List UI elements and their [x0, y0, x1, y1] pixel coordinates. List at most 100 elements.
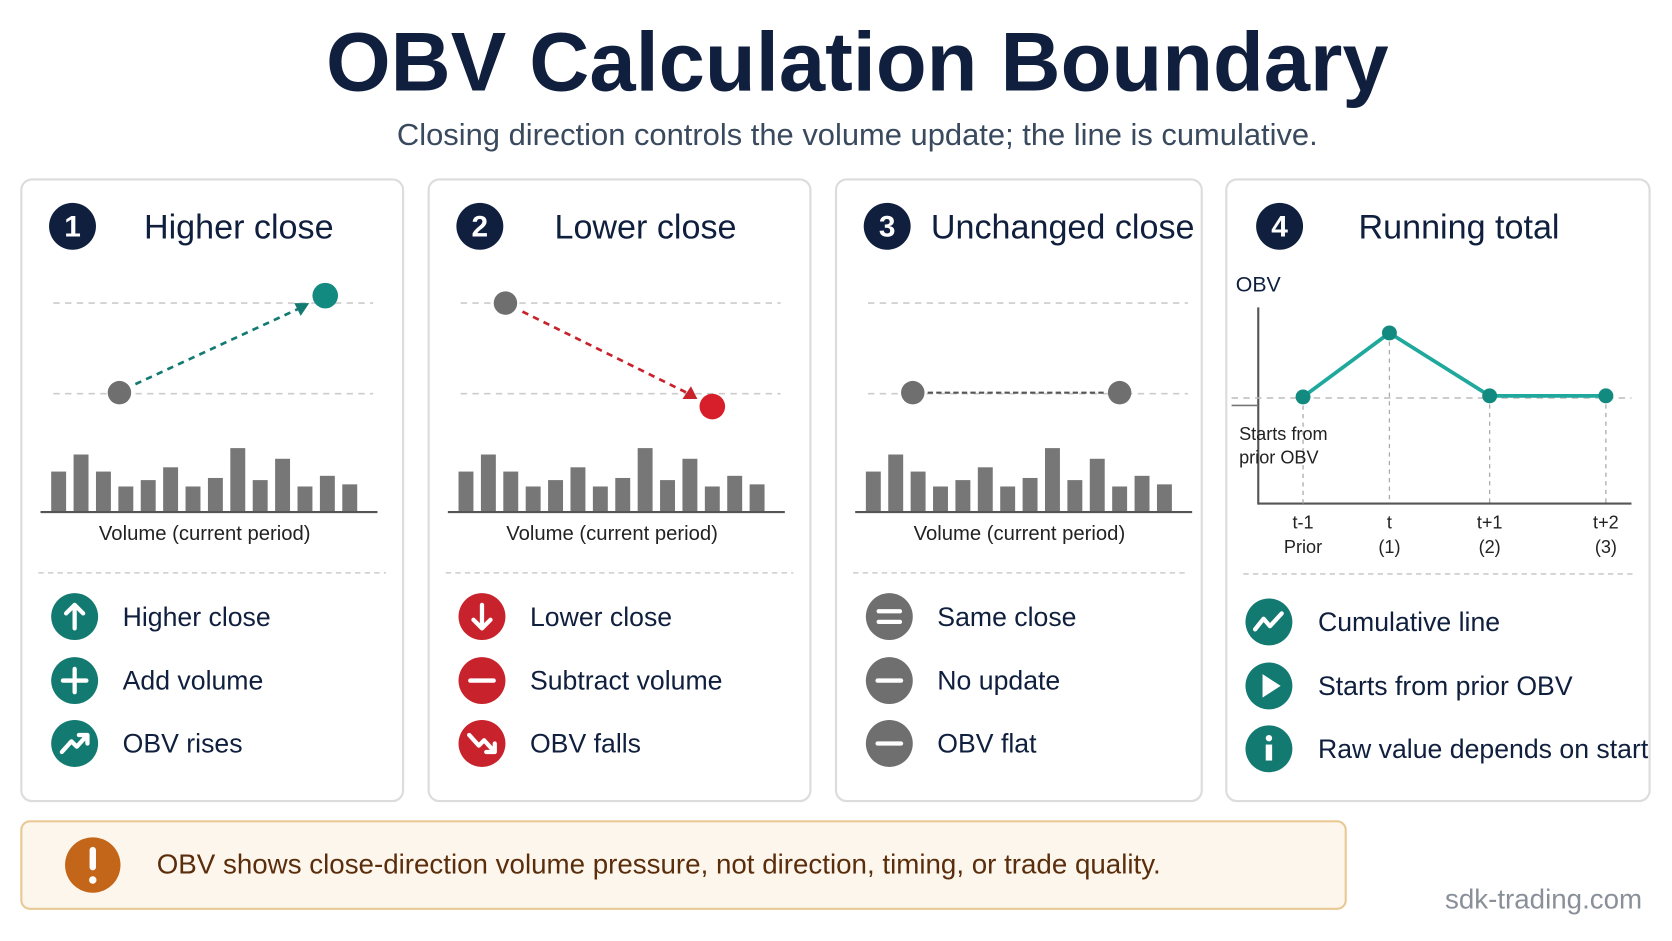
- note: OBV shows close-direction volume pressur…: [157, 848, 1161, 879]
- step-badge: [863, 202, 911, 250]
- panel-heading: Unchanged close: [931, 209, 1195, 247]
- item-icon-glyph: [876, 609, 903, 625]
- current-close: [699, 393, 726, 420]
- panels: 1 Higher close Volume (current period) High…: [20, 178, 1651, 803]
- volume-label: Volume (current period): [914, 523, 1126, 545]
- item-text: OBV falls: [530, 729, 641, 759]
- axis-label: OBV: [1236, 273, 1282, 297]
- volume-bar: [480, 454, 496, 513]
- obv-point: [1381, 325, 1397, 341]
- item-text: Same close: [937, 602, 1076, 632]
- item-text: No update: [937, 666, 1060, 696]
- note-box: [20, 820, 1347, 910]
- step-badge: [1256, 202, 1304, 250]
- x-label: (2): [1479, 537, 1501, 557]
- volume-bar: [727, 475, 743, 513]
- current-close: [312, 282, 339, 309]
- warning-icon-bar: [89, 846, 96, 871]
- volume-bar: [865, 471, 881, 513]
- x-label: Prior: [1284, 537, 1322, 557]
- item-icon: [865, 593, 913, 641]
- volume-bar: [1022, 477, 1038, 513]
- volume-bar: [73, 454, 89, 513]
- item-text: OBV rises: [123, 729, 243, 759]
- current-close: [1107, 380, 1132, 405]
- volume-bar: [1045, 448, 1060, 513]
- volume-bar: [275, 458, 291, 513]
- step-number: 3: [879, 210, 896, 243]
- obv-point: [1482, 388, 1498, 404]
- volume-bar: [910, 471, 926, 513]
- item-icon-glyph: [59, 732, 90, 755]
- volume-bar: [185, 486, 201, 513]
- item-icon-glyph: [467, 732, 497, 755]
- step-badge: [456, 202, 504, 250]
- volume-bar: [1112, 486, 1128, 513]
- volume-bar: [1156, 484, 1172, 513]
- volume-bar: [51, 471, 67, 513]
- volume-bar: [682, 458, 698, 513]
- step-number: 1: [64, 210, 81, 243]
- volume-bar: [503, 471, 519, 513]
- arrow-head: [294, 303, 310, 316]
- item-icon-glyph: [1262, 674, 1281, 698]
- panel-heading: Higher close: [144, 209, 334, 247]
- step-number: 2: [472, 210, 489, 243]
- volume-bar: [1067, 480, 1083, 513]
- dashed-line: [134, 305, 305, 386]
- panel-heading: Lower close: [554, 209, 736, 247]
- volume-bar: [252, 480, 268, 513]
- item-icon-glyph: [60, 666, 89, 695]
- x-label: t+1: [1477, 513, 1503, 533]
- item-icon-glyph: [63, 602, 86, 631]
- warning-icon-dot: [89, 876, 97, 884]
- subtitle: Closing direction controls the volume up…: [397, 117, 1318, 152]
- volume-bar: [548, 480, 564, 513]
- annotation: prior OBV: [1239, 448, 1319, 468]
- volume-bar: [163, 467, 179, 513]
- item-text: Raw value depends on start: [1318, 734, 1649, 764]
- volume-bar: [933, 486, 948, 513]
- volume-bar: [458, 471, 474, 513]
- panel: [1225, 178, 1651, 803]
- item-icon-glyph: [1265, 744, 1273, 761]
- volume-bar: [207, 477, 223, 513]
- volume-label: Volume (current period): [99, 523, 311, 545]
- volume-bar: [660, 480, 675, 513]
- x-label: (1): [1378, 537, 1400, 557]
- prior-close: [901, 380, 925, 405]
- item-icon-glyph: [1265, 734, 1273, 742]
- item-text: OBV flat: [937, 729, 1037, 759]
- obv-point: [1295, 389, 1311, 405]
- volume-bar: [704, 486, 720, 513]
- volume-bar: [118, 486, 134, 513]
- volume-bar: [342, 484, 358, 513]
- item-icon-glyph: [1252, 611, 1284, 632]
- volume-bar: [637, 448, 653, 513]
- volume-bar: [230, 448, 246, 513]
- dashed-line: [521, 310, 692, 396]
- obv-line: [1301, 330, 1606, 399]
- item-icon-glyph: [471, 602, 493, 631]
- volume-label: Volume (current period): [506, 523, 718, 545]
- step-number: 4: [1271, 210, 1288, 243]
- item-text: Lower close: [530, 602, 672, 632]
- item-text: Cumulative line: [1318, 607, 1500, 637]
- volume-bar: [1000, 486, 1016, 513]
- volume-bar: [1134, 475, 1150, 513]
- volume-bar: [592, 486, 608, 513]
- x-label: t+2: [1593, 513, 1619, 533]
- panel-heading: Running total: [1359, 209, 1560, 247]
- volume-bar: [615, 477, 631, 513]
- volume-bar: [955, 480, 971, 513]
- item-text: Starts from prior OBV: [1318, 671, 1573, 701]
- annotation: Starts from: [1239, 424, 1328, 444]
- volume-bar: [570, 467, 586, 513]
- volume-bar: [749, 484, 765, 513]
- volume-bar: [297, 486, 313, 513]
- volume-bar: [319, 475, 335, 513]
- volume-bar: [1089, 458, 1105, 513]
- x-label: t: [1387, 513, 1392, 533]
- prior-close: [107, 380, 132, 405]
